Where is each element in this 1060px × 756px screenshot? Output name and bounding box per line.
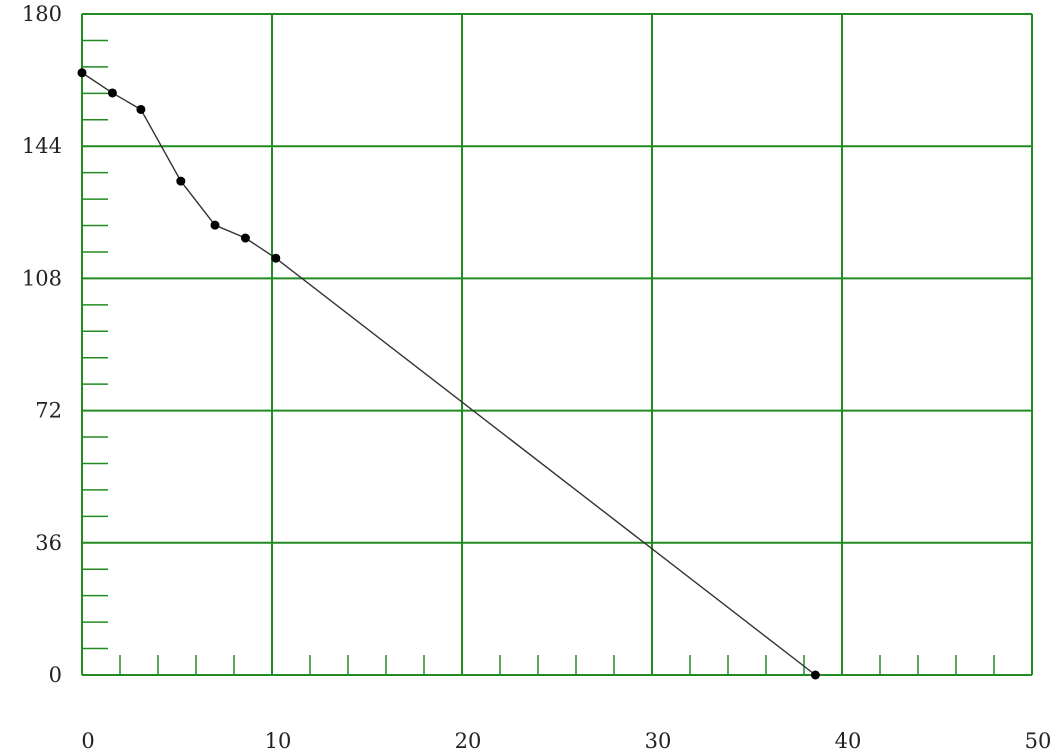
x-tick-label: 0 [81, 729, 94, 753]
data-point [271, 253, 281, 263]
grid [81, 13, 1033, 676]
y-tick-label: 144 [22, 134, 62, 158]
data-point [136, 104, 146, 114]
series-line [81, 72, 816, 676]
data-point [77, 68, 87, 78]
y-tick-label: 108 [22, 266, 62, 290]
y-tick-label: 180 [22, 2, 62, 26]
y-tick-label: 0 [49, 663, 62, 687]
data-point [240, 233, 250, 243]
y-tick-label: 36 [35, 531, 62, 555]
series [77, 68, 820, 680]
data-point [107, 88, 117, 98]
data-point [210, 220, 220, 230]
x-tick-labels: 0 10 20 30 40 50 [81, 729, 1051, 753]
data-point [810, 670, 820, 680]
y-tick-label: 72 [35, 399, 62, 423]
y-tick-labels: 0 36 72 108 144 180 [22, 2, 62, 687]
minor-ticks [82, 39, 995, 675]
x-tick-label: 10 [265, 729, 292, 753]
x-tick-label: 20 [455, 729, 482, 753]
x-tick-label: 50 [1025, 729, 1052, 753]
data-point [176, 176, 186, 186]
x-tick-label: 40 [835, 729, 862, 753]
x-tick-label: 30 [645, 729, 672, 753]
